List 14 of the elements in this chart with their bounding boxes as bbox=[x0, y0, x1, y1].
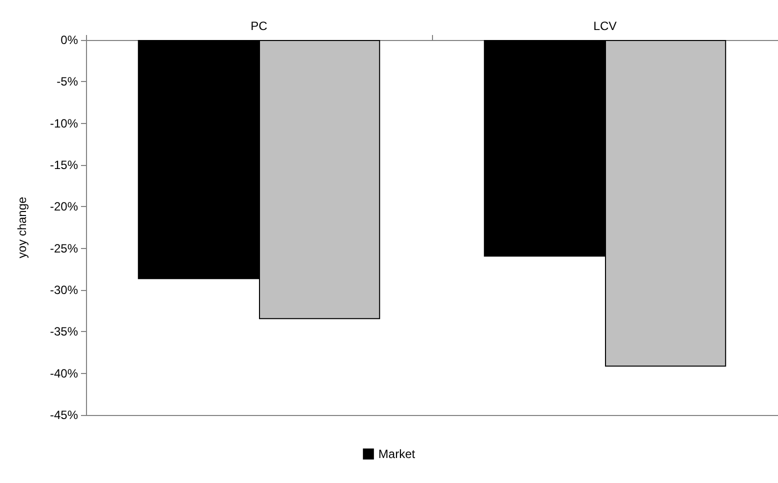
y-tick-label: -5% bbox=[56, 74, 78, 89]
y-tick-label: -20% bbox=[50, 200, 78, 214]
y-tick-label: -40% bbox=[50, 366, 78, 380]
y-axis-title: yoy change bbox=[15, 196, 29, 258]
y-tick-label: 0% bbox=[60, 33, 78, 47]
y-tick-label: -30% bbox=[50, 283, 78, 297]
y-tick-label: -45% bbox=[50, 408, 78, 422]
y-tick-label: -10% bbox=[50, 116, 78, 130]
y-tick-label: -35% bbox=[50, 324, 78, 339]
y-tick-label: -25% bbox=[50, 241, 78, 256]
x-tick-label: LCV bbox=[593, 19, 617, 33]
y-tick-label: -15% bbox=[50, 158, 78, 172]
legend-label: Market bbox=[378, 447, 416, 461]
x-tick-label: PC bbox=[250, 19, 268, 33]
